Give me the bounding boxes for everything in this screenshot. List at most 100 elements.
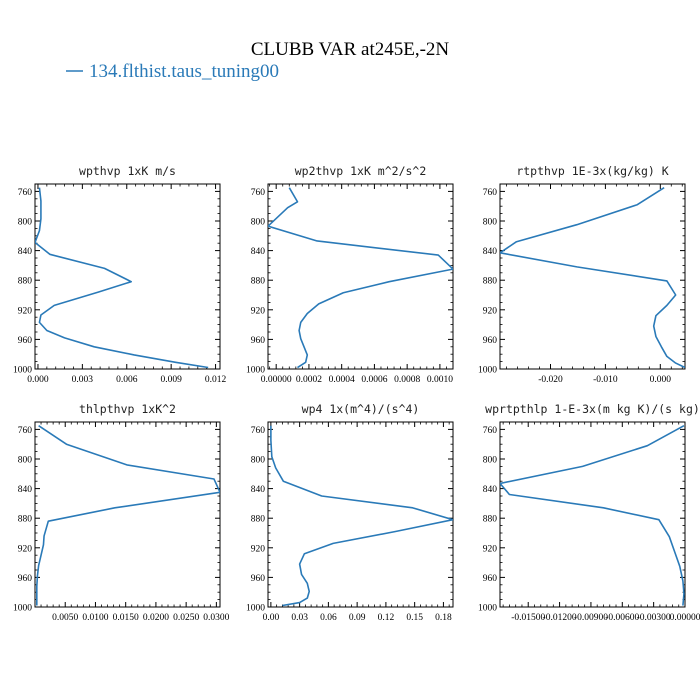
y-tick-label: 920	[483, 306, 498, 316]
x-tick-label: 0.00000	[261, 375, 292, 385]
x-tick-label: 0.06	[320, 613, 337, 623]
y-tick-label: 880	[483, 277, 498, 287]
y-tick-label: 840	[251, 485, 266, 495]
x-tick-label: 0.00	[263, 613, 280, 623]
x-tick-label: 0.0100	[82, 613, 108, 623]
x-tick-label: 0.0006	[361, 375, 387, 385]
y-tick-label: 920	[251, 544, 266, 554]
y-tick-label: 960	[483, 574, 498, 584]
legend-entry-label: 134.flthist.taus_tuning00	[89, 61, 279, 82]
y-tick-label: 800	[483, 456, 498, 466]
panel-3: rtpthvp 1E-3x(kg/kg) K 760 800 840 880 920 960…	[478, 164, 686, 385]
x-tick-label: 0.12	[378, 613, 395, 623]
panel-frame	[267, 183, 454, 370]
x-tick-label: -0.01500	[511, 613, 545, 623]
x-tick-label: 0.012	[205, 375, 227, 385]
y-tick-label: 1000	[13, 604, 32, 614]
panel-title: wpthvp 1xK m/s	[79, 164, 176, 178]
x-tick-label: 0.0002	[296, 375, 322, 385]
y-tick-label: 960	[251, 336, 266, 346]
panel-title: wprtpthlp 1-E-3x(m kg K)/(s kg)	[485, 402, 700, 416]
y-tick-label: 840	[18, 247, 33, 257]
y-tick-label: 800	[251, 218, 266, 228]
x-tick-label: 0.0300	[203, 613, 229, 623]
series-line	[35, 187, 209, 369]
panel-1: wpthvp 1xK m/s76080084088092096010000.00…	[13, 164, 226, 385]
x-tick-label: 0.0008	[394, 375, 420, 385]
panel-6: wprtpthlp 1-E-3x(m kg K)/(s kg) 760 800 840…	[478, 402, 700, 623]
panel-2: wp2thvp 1xK m^2/s^2 760 800 840 880 920 960 100…	[246, 164, 454, 385]
x-tick-label: -0.020	[538, 375, 563, 385]
panel-5: wp4 1x(m^4)/(s^4)76080084088092096010000…	[246, 402, 454, 623]
x-tick-label: 0.0150	[113, 613, 139, 623]
x-tick-label: 0.0050	[52, 613, 78, 623]
series-line	[36, 425, 220, 606]
panel-frame	[499, 183, 686, 370]
x-tick-label: 0.006	[116, 375, 138, 385]
y-tick-label: 840	[18, 485, 33, 495]
x-tick-label: 0.09	[349, 613, 366, 623]
y-tick-label: 960	[483, 336, 498, 346]
x-tick-label: 0.0200	[143, 613, 169, 623]
y-tick-label: 800	[483, 218, 498, 228]
x-tick-label: 0.03	[291, 613, 308, 623]
x-tick-label: 0.00000	[670, 613, 700, 623]
series-line	[500, 424, 685, 606]
x-tick-label: 0.003	[72, 375, 94, 385]
x-tick-label: 0.15	[406, 613, 423, 623]
x-tick-label: -0.00900	[574, 613, 608, 623]
y-tick-label: 920	[251, 306, 266, 316]
y-tick-label: 760	[483, 188, 498, 198]
x-tick-label: -0.00600	[605, 613, 639, 623]
x-tick-label: 0.0004	[329, 375, 355, 385]
y-tick-label: 800	[251, 456, 266, 466]
y-tick-label: 760	[18, 188, 33, 198]
panel-frame	[34, 421, 221, 608]
x-tick-label: -0.010	[593, 375, 618, 385]
y-tick-label: 960	[251, 574, 266, 584]
y-tick-label: 1000	[13, 366, 32, 376]
y-tick-label: 760	[251, 426, 266, 436]
panels-grid: wpthvp 1xK m/s76080084088092096010000.00…	[13, 164, 700, 623]
y-tick-label: 880	[251, 515, 266, 525]
y-tick-label: 840	[251, 247, 266, 257]
y-tick-label: 840	[483, 485, 498, 495]
y-tick-label: 960	[18, 574, 33, 584]
y-tick-label: 880	[483, 515, 498, 525]
panel-frame	[267, 421, 454, 608]
y-tick-label: 1000	[478, 604, 497, 614]
y-tick-label: 760	[18, 426, 33, 436]
y-tick-label: 1000	[246, 604, 265, 614]
figure-legend: 134.flthist.taus_tuning00	[66, 61, 279, 82]
series-line	[270, 425, 453, 607]
panel-frame	[499, 421, 686, 608]
y-tick-label: 920	[18, 306, 33, 316]
y-tick-label: 1000	[246, 366, 265, 376]
panel-4: thlpthvp 1xK^2 760 800 840 880 920 960 1000 0.00…	[13, 402, 230, 623]
panel-title: rtpthvp 1E-3x(kg/kg) K	[516, 164, 668, 178]
y-tick-label: 800	[18, 218, 33, 228]
y-tick-label: 840	[483, 247, 498, 257]
y-tick-label: 880	[251, 277, 266, 287]
x-tick-label: 0.0010	[427, 375, 453, 385]
y-tick-label: 880	[18, 277, 33, 287]
x-tick-label: 0.18	[435, 613, 452, 623]
y-tick-label: 760	[483, 426, 498, 436]
y-tick-label: 880	[18, 515, 33, 525]
figure-title: CLUBB VAR at245E,-2N	[251, 39, 450, 60]
series-line	[268, 187, 453, 369]
y-tick-label: 960	[18, 336, 33, 346]
panel-title: thlpthvp 1xK^2	[79, 402, 176, 416]
x-tick-label: 0.000	[27, 375, 49, 385]
x-tick-label: 0.0250	[173, 613, 199, 623]
y-tick-label: 760	[251, 188, 266, 198]
y-tick-label: 920	[483, 544, 498, 554]
y-tick-label: 920	[18, 544, 33, 554]
x-tick-label: -0.00300	[637, 613, 671, 623]
y-tick-label: 800	[18, 456, 33, 466]
x-tick-label: 0.009	[160, 375, 182, 385]
x-tick-label: 0.000	[650, 375, 672, 385]
y-tick-label: 1000	[478, 366, 497, 376]
x-tick-label: -0.01200	[543, 613, 577, 623]
